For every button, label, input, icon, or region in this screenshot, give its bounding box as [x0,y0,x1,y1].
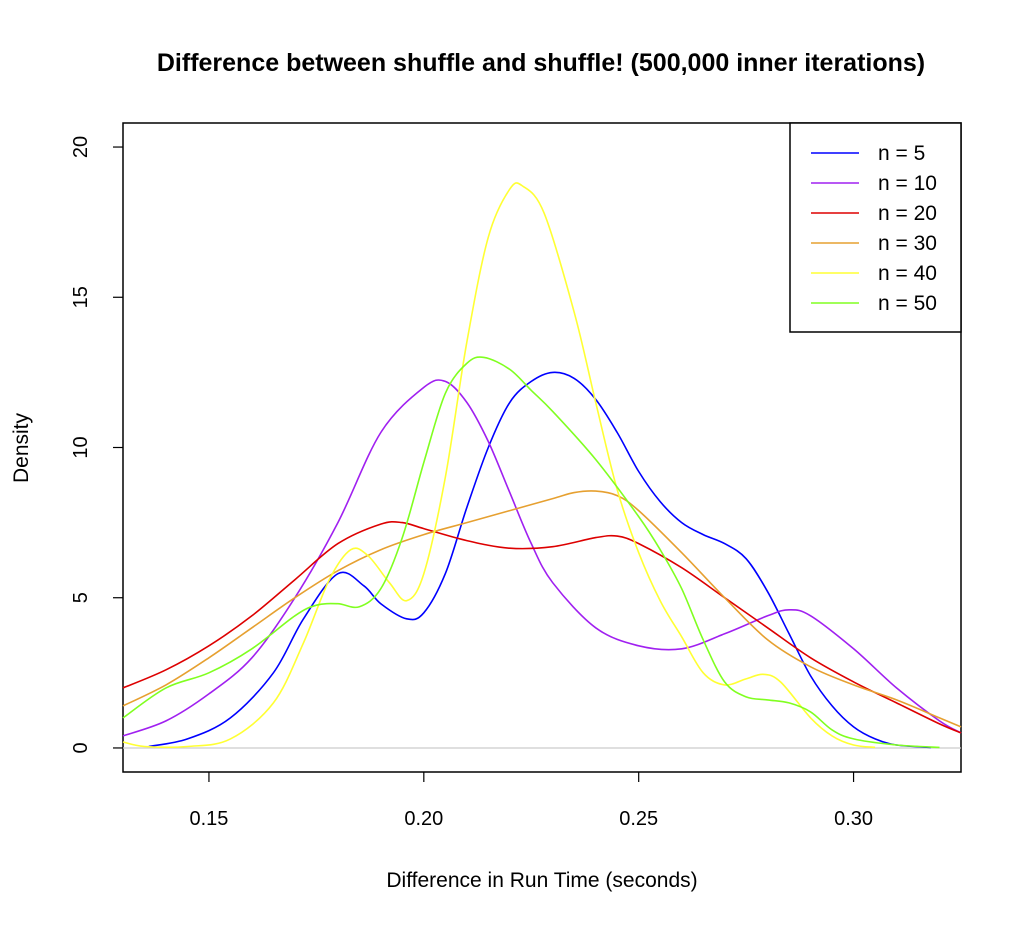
y-tick-label: 15 [70,286,92,308]
legend-box [789,122,962,333]
legend-label-2: n = 10 [878,172,937,195]
y-tick-label: 10 [70,436,92,458]
x-tick-label: 0.15 [189,808,228,830]
legend-label-3: n = 20 [878,202,937,225]
legend: n = 5 n = 10 n = 20 n = 30 n = 40 n = 50 [789,122,962,333]
y-axis-label: Density [10,412,33,483]
y-tick-label: 0 [70,742,92,753]
series-line-2 [122,379,962,737]
series-line-5 [122,182,876,749]
legend-label-5: n = 40 [878,262,937,285]
chart-title: Difference between shuffle and shuffle! … [157,49,925,77]
legend-label-6: n = 50 [878,292,937,315]
legend-label-4: n = 30 [878,232,937,255]
series-line-1 [148,371,931,749]
series-line-4 [122,490,962,728]
y-tick-label: 20 [70,136,92,158]
legend-label-1: n = 5 [878,142,925,165]
series-line-3 [122,520,962,734]
x-tick-label: 0.30 [834,808,873,830]
x-tick-label: 0.20 [404,808,443,830]
y-tick-label: 5 [70,592,92,603]
x-tick-label: 0.25 [619,808,658,830]
series-line-6 [122,356,940,749]
x-axis-label: Difference in Run Time (seconds) [386,869,697,892]
